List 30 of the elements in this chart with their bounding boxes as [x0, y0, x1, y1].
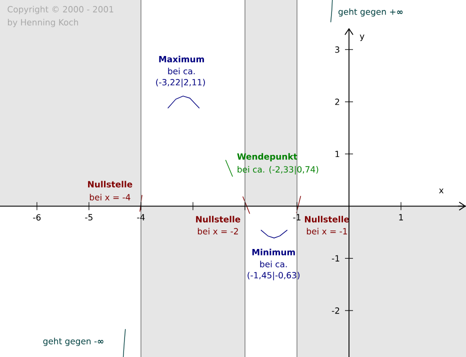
annotation: bei ca.: [168, 68, 195, 74]
annotation: bei x = -2: [198, 228, 238, 234]
x-tick-label: -1: [293, 214, 300, 220]
y-axis-title: y: [360, 34, 364, 42]
x-tick-label: -5: [85, 214, 92, 220]
x-axis-title: x: [439, 188, 444, 194]
annotation: geht gegen -∞: [43, 338, 104, 346]
annotation: Maximum: [159, 56, 204, 62]
annotation: Nullstelle: [196, 216, 240, 222]
x-tick-label: -4: [137, 214, 145, 220]
y-tick-label: -1: [332, 255, 340, 262]
annotation: bei x = -4: [90, 194, 130, 200]
annotation: Nullstelle: [88, 180, 132, 188]
y-tick-label: 3: [335, 46, 340, 53]
annotation: geht gegen +∞: [338, 8, 403, 17]
annotation: (-3,22|2,11): [156, 78, 205, 88]
x-tick-label: -6: [33, 214, 41, 221]
annotation: Copyright © 2000 - 2001: [8, 6, 114, 14]
annotation: Minimum: [252, 248, 295, 256]
annotation: (-1,45|-0,63): [248, 272, 300, 280]
y-tick-label: -2: [332, 307, 340, 314]
line-series: [168, 96, 200, 108]
y-tick-label: 1: [336, 150, 340, 158]
annotation: bei ca.: [260, 260, 287, 268]
y-tick-label: 2: [335, 98, 340, 105]
x-tick-label: 1: [399, 214, 403, 220]
annotation: bei ca. (-2,33|0,74): [238, 166, 318, 174]
annotation: by Henning Koch: [8, 18, 78, 28]
annotation: bei x = -1: [306, 228, 347, 234]
annotation: Wendepunkt: [237, 153, 298, 162]
